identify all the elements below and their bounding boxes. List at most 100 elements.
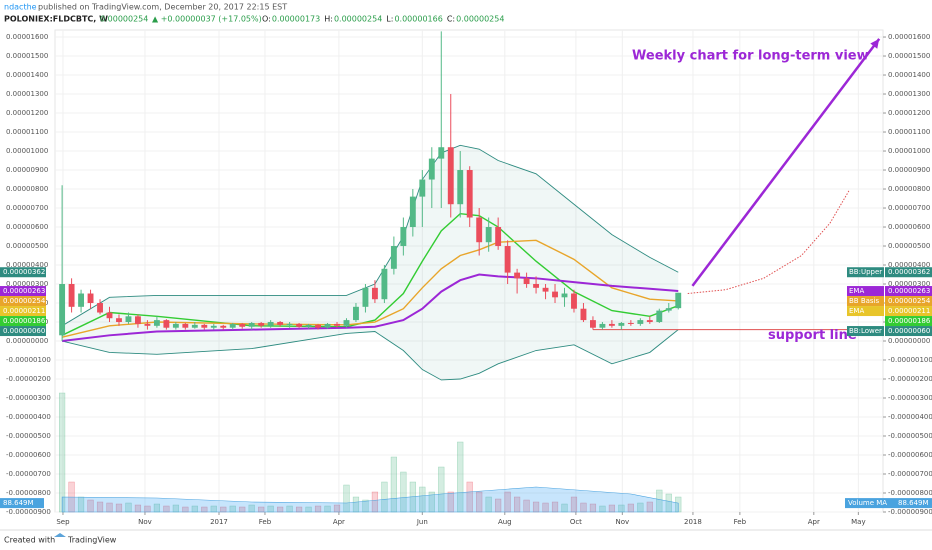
y-tick-label: -0.00000500 (6, 432, 51, 440)
candle-body (163, 320, 170, 328)
candle-body (125, 316, 132, 323)
y-tick-label: 0.00000000 (6, 337, 48, 345)
y-tick-label: 0.00001600 (888, 33, 930, 41)
candle-body (68, 284, 75, 307)
candle-body (182, 323, 189, 328)
volume-bar (59, 392, 66, 513)
volume-label: 88.649M (3, 499, 34, 507)
y-tick-label: -0.00000200 (6, 375, 51, 383)
indicator-line (62, 329, 679, 381)
y-tick-label: 0.00000300 (888, 280, 930, 288)
price-name-bg (847, 296, 884, 307)
ohlc-key: O: (262, 15, 271, 24)
footer-created: Created with (4, 536, 55, 545)
candle-body (334, 323, 340, 326)
y-tick-label: 0.00001000 (6, 147, 48, 155)
candle-body (106, 312, 113, 319)
candle-body (523, 278, 530, 285)
price-name-bg (847, 306, 884, 317)
candle-body (476, 217, 483, 243)
candle-body (315, 324, 321, 328)
candle-body (371, 287, 378, 300)
candle-body (571, 293, 577, 309)
candle-body (646, 320, 653, 323)
candle-body (590, 320, 596, 328)
y-tick-label: 0.00001300 (888, 90, 930, 98)
volume-ma (61, 486, 679, 513)
price-name-bg (847, 267, 884, 278)
x-tick-label: Oct (570, 518, 582, 526)
volume-label-bg (845, 498, 932, 509)
candle-body (381, 268, 388, 300)
price-label: 0.00000362 (888, 268, 930, 276)
price-label: 0.00000263 (888, 287, 930, 295)
x-tick-label: Apr (808, 518, 820, 526)
x-tick-label: May (851, 518, 865, 526)
y-tick-label: 0.00000600 (6, 223, 48, 231)
candle-body (504, 246, 511, 273)
y-tick-label: -0.00000400 (888, 413, 932, 421)
candle-body (239, 323, 246, 327)
candle-body (409, 196, 416, 228)
price-name: BB:Upper (849, 268, 882, 276)
indicator-line (61, 239, 679, 338)
symbol: POLONIEX:FLDCBTC, W (4, 15, 108, 24)
y-tick-label: 0.00000400 (6, 261, 48, 269)
candle-body (135, 316, 141, 324)
price-label-bg (885, 326, 932, 337)
candle-body (637, 320, 644, 324)
ohlc-value: 0.00000166 (394, 15, 442, 24)
candle-body (87, 293, 94, 304)
price-label: 0.00000211 (3, 307, 45, 315)
y-tick-label: 0.00000800 (888, 185, 930, 193)
price-label: 0.00000186 (3, 317, 46, 325)
x-tick-label: Aug (498, 518, 512, 526)
candle-body (627, 322, 634, 324)
candle-body (210, 325, 217, 328)
y-tick-label: -0.00000900 (888, 508, 932, 516)
candle-body (495, 227, 502, 247)
y-tick-label: -0.00000500 (888, 432, 932, 440)
y-tick-label: 0.00000800 (6, 185, 48, 193)
y-tick-label: -0.00000800 (6, 489, 51, 497)
candle-body (153, 320, 160, 326)
candle-body (675, 292, 682, 309)
price-label: 0.00000362 (3, 268, 45, 276)
price-label-bg (0, 286, 46, 297)
y-tick-label: 0.00001400 (6, 71, 48, 79)
price-name: BB Basis (849, 297, 880, 305)
y-tick-label: -0.00000300 (6, 394, 51, 402)
price-label: 0.00000060 (3, 327, 45, 335)
candle-body (390, 246, 397, 269)
x-tick-label: 2017 (210, 518, 228, 526)
price-label: 0.00000060 (888, 327, 930, 335)
candle-body (362, 287, 369, 307)
price-label-bg (885, 306, 932, 317)
y-tick-label: 0.00000400 (888, 261, 930, 269)
candle-body (277, 322, 284, 325)
published: published on TradingView.com, December 2… (38, 3, 287, 12)
y-tick-label: -0.00000900 (6, 508, 51, 516)
projection-line (687, 190, 850, 295)
bb-fill (62, 145, 679, 380)
y-tick-label: 0.00000300 (6, 280, 48, 288)
y-tick-label: 0.00001000 (888, 147, 930, 155)
y-tick-label: 0.00000000 (888, 337, 930, 345)
candle-body (466, 170, 473, 218)
y-tick-label: 0.00000500 (888, 242, 930, 250)
candle-body (656, 310, 663, 323)
candle-body (296, 323, 303, 327)
price-label-bg (0, 306, 46, 317)
candle-body (191, 324, 198, 328)
candle-body (599, 323, 606, 328)
candle-body (97, 303, 103, 313)
y-tick-label: -0.00000800 (888, 489, 932, 497)
x-tick-label: Feb (734, 518, 747, 526)
price-label-bg (885, 286, 932, 297)
candle-body (580, 308, 587, 321)
ohlc-value: 0.00000254 (456, 15, 504, 24)
candle-body (552, 291, 558, 298)
arrow-head (870, 38, 880, 49)
candle-body (229, 323, 236, 328)
